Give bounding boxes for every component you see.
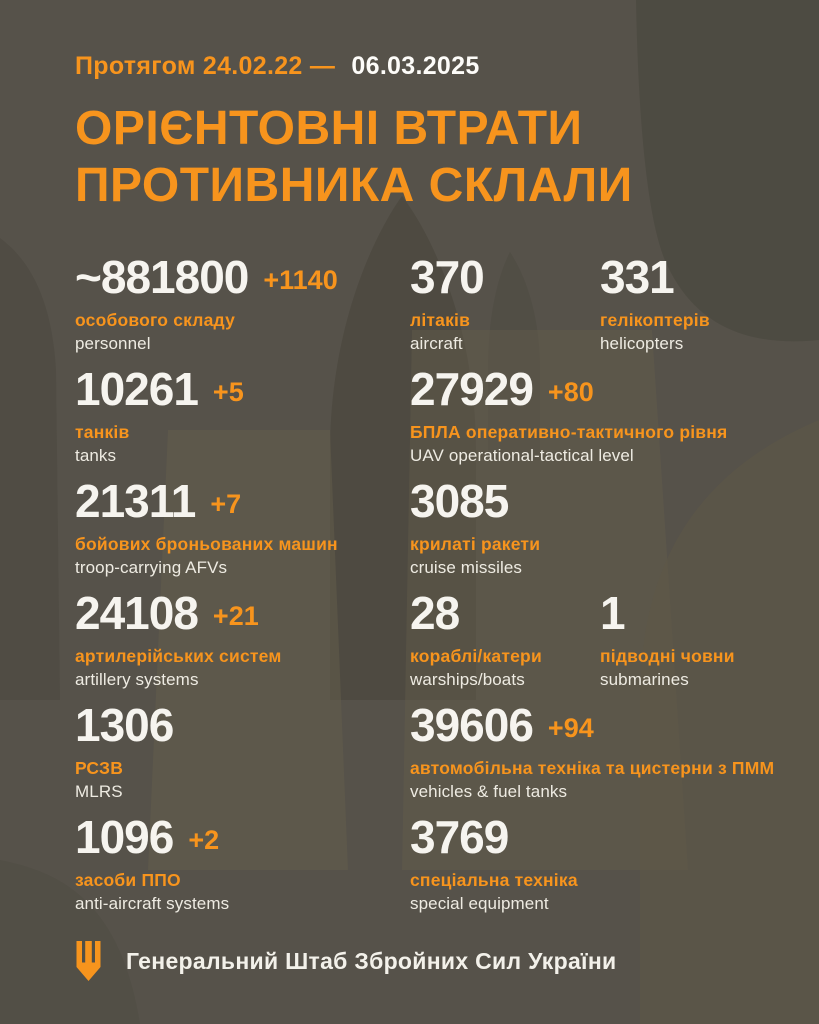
stat-label-uk: танків: [75, 422, 130, 443]
stat-delta: +1140: [263, 265, 338, 296]
stat-label-en: helicopters: [600, 334, 684, 354]
stat-delta: +2: [188, 825, 220, 856]
period-line: Протягом 24.02.22 — 06.03.2025: [75, 52, 781, 81]
stat-label-uk: бойових броньованих машин: [75, 534, 338, 555]
stat-label-uk: гелікоптерів: [600, 310, 710, 331]
stat-uav: 27929 +80 БПЛА оперативно-тактичного рів…: [410, 366, 781, 478]
stat-label-uk: автомобільна техніка та цистерни з ПММ: [410, 758, 775, 779]
page-title: ОРІЄНТОВНІ ВТРАТИ ПРОТИВНИКА СКЛАЛИ: [75, 101, 781, 214]
stat-value: 1096: [75, 811, 174, 864]
stat-delta: +5: [212, 377, 244, 408]
stat-label-en: cruise missiles: [410, 558, 523, 578]
stat-helicopters: 331 гелікоптерів helicopters: [600, 254, 781, 366]
stat-value: ~881800: [75, 251, 249, 304]
stat-value: 3085: [410, 475, 509, 528]
stat-vehicles: 39606 +94 автомобільна техніка та цистер…: [410, 702, 781, 814]
stat-value: 370: [410, 251, 485, 304]
stat-label-uk: БПЛА оперативно-тактичного рівня: [410, 422, 728, 443]
stat-label-uk: РСЗВ: [75, 758, 124, 779]
stat-label-uk: літаків: [410, 310, 471, 331]
title-line-1: ОРІЄНТОВНІ ВТРАТИ: [75, 102, 583, 155]
stat-label-uk: спеціальна техніка: [410, 870, 578, 891]
stat-label-en: submarines: [600, 670, 689, 690]
stat-aircraft: 370 літаків aircraft: [410, 254, 600, 366]
stat-submarines: 1 підводні човни submarines: [600, 590, 781, 702]
stat-value: 24108: [75, 587, 199, 640]
stat-warships: 28 кораблі/катери warships/boats: [410, 590, 600, 702]
stat-value: 1: [600, 587, 626, 640]
stat-label-en: artillery systems: [75, 670, 199, 690]
stat-value: 10261: [75, 363, 199, 416]
stat-value: 3769: [410, 811, 509, 864]
stat-label-en: special equipment: [410, 894, 549, 914]
stat-delta: +7: [210, 489, 242, 520]
stat-delta: +94: [547, 713, 594, 744]
stat-value: 27929: [410, 363, 534, 416]
stat-delta: +21: [212, 601, 259, 632]
stat-label-uk: кораблі/катери: [410, 646, 542, 667]
stat-anti-aircraft: 1096 +2 засоби ППО anti-aircraft systems: [75, 814, 410, 926]
stat-special-equipment: 3769 спеціальна техніка special equipmen…: [410, 814, 781, 926]
stat-label-uk: підводні човни: [600, 646, 735, 667]
footer: Генеральний Штаб Збройних Сил України: [75, 940, 781, 982]
stat-label-uk: артилерійських систем: [75, 646, 282, 667]
stat-label-en: warships/boats: [410, 670, 525, 690]
stat-label-uk: засоби ППО: [75, 870, 181, 891]
stat-value: 1306: [75, 699, 174, 752]
stat-delta: +80: [547, 377, 594, 408]
stat-label-en: MLRS: [75, 782, 123, 802]
stat-tanks: 10261 +5 танків tanks: [75, 366, 410, 478]
stat-label-uk: крилаті ракети: [410, 534, 541, 555]
stat-value: 28: [410, 587, 460, 640]
stat-mlrs: 1306 РСЗВ MLRS: [75, 702, 410, 814]
period-prefix: Протягом 24.02.22 —: [75, 52, 336, 80]
stat-value: 21311: [75, 475, 196, 528]
source-org-label: Генеральний Штаб Збройних Сил України: [126, 947, 617, 974]
title-line-2: ПРОТИВНИКА СКЛАЛИ: [75, 158, 633, 212]
stat-value: 39606: [410, 699, 534, 752]
stat-label-en: vehicles & fuel tanks: [410, 782, 568, 802]
stat-personnel: ~881800 +1140 особового складу personnel: [75, 254, 410, 366]
stat-artillery: 24108 +21 артилерійських систем artiller…: [75, 590, 410, 702]
stat-label-en: aircraft: [410, 334, 463, 354]
stat-value: 331: [600, 251, 675, 304]
stat-label-en: anti-aircraft systems: [75, 894, 230, 914]
stat-label-uk: особового складу: [75, 310, 236, 331]
stat-afv: 21311 +7 бойових броньованих машин troop…: [75, 478, 410, 590]
period-end-date: 06.03.2025: [351, 52, 480, 80]
tryzub-icon: [76, 941, 101, 982]
stat-label-en: personnel: [75, 334, 151, 354]
content: Протягом 24.02.22 — 06.03.2025 ОРІЄНТОВН…: [75, 52, 781, 982]
stat-cruise-missiles: 3085 крилаті ракети cruise missiles: [410, 478, 781, 590]
stat-label-en: UAV operational-tactical level: [410, 446, 634, 466]
stat-label-en: tanks: [75, 446, 117, 466]
stat-label-en: troop-carrying AFVs: [75, 558, 228, 578]
stats-grid: ~881800 +1140 особового складу personnel…: [75, 254, 781, 926]
